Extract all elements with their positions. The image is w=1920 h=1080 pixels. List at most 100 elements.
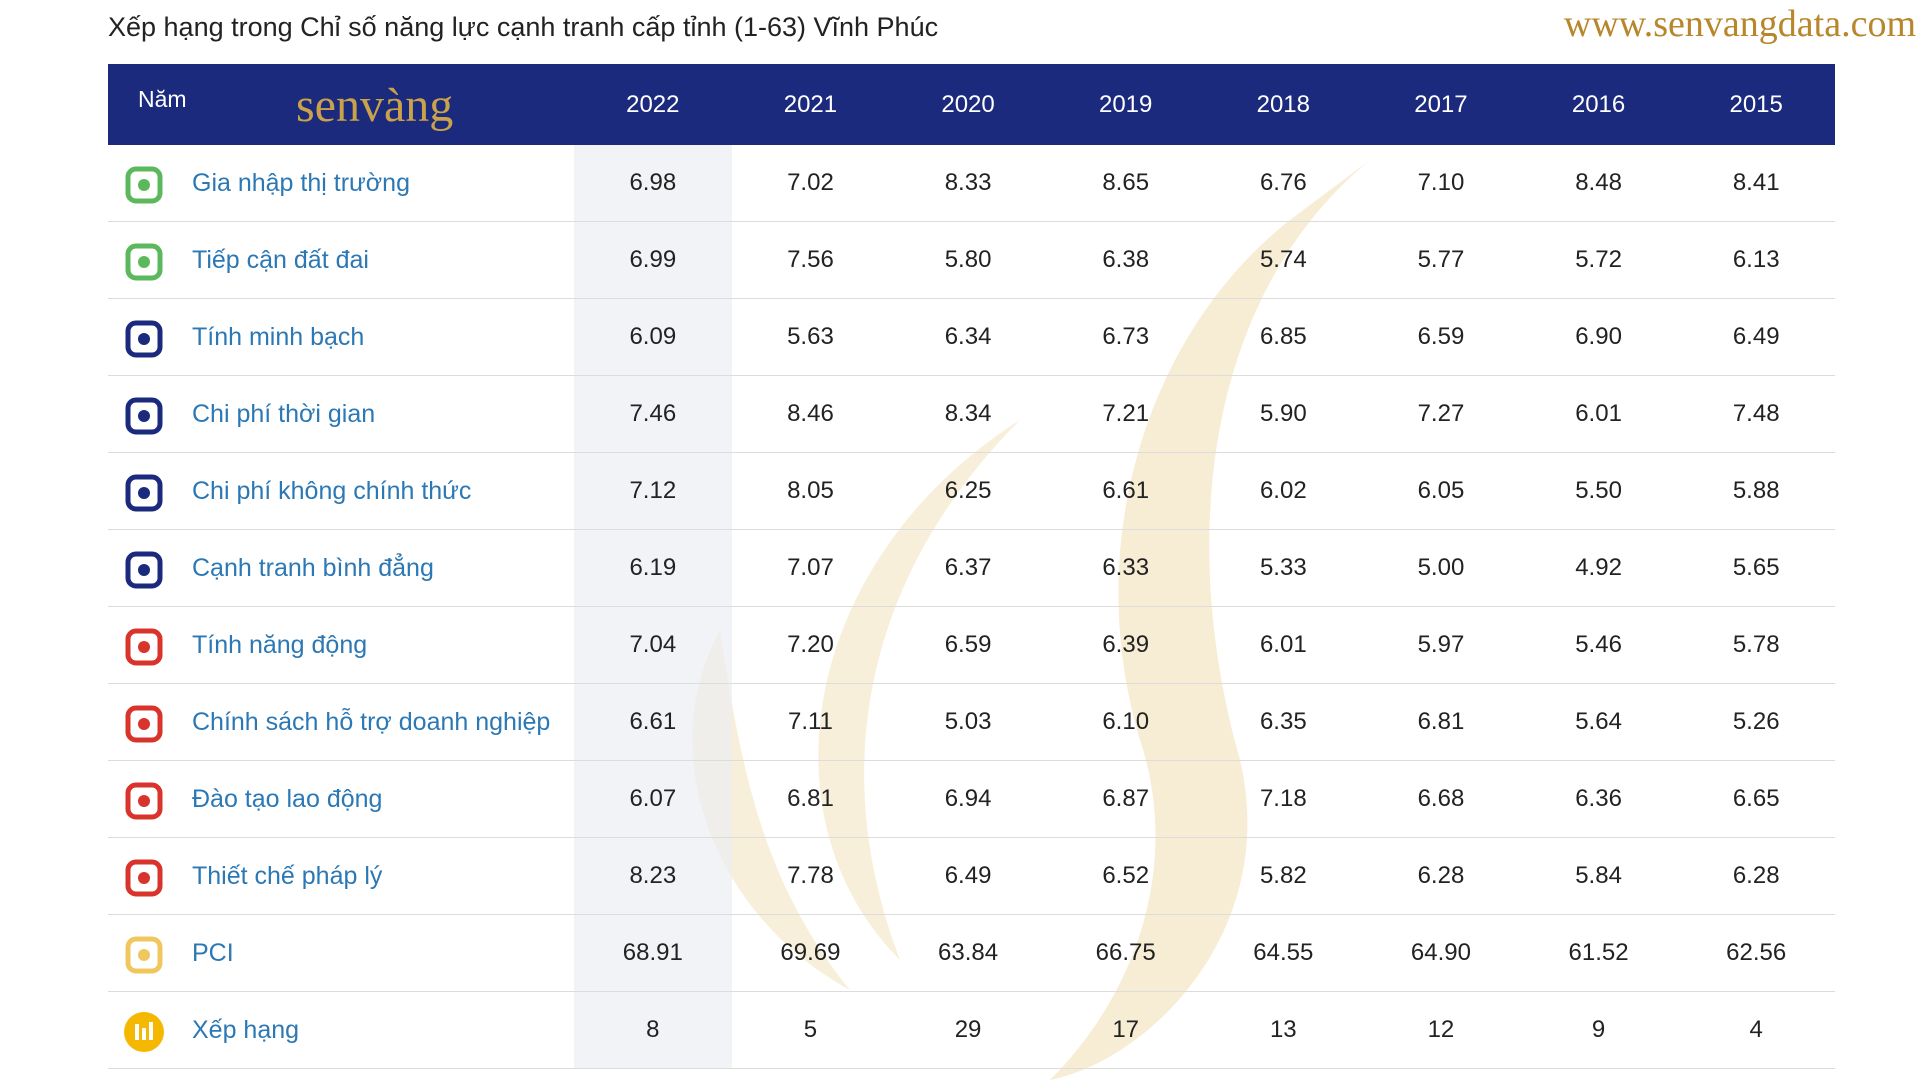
row-label-cell: Chi phí thời gian — [108, 376, 574, 452]
row-label: Tính năng động — [192, 630, 368, 659]
value-cell: 6.01 — [1575, 400, 1622, 427]
table-row: PCI 68.91 69.69 63.84 66.75 64.55 64.90 61.52 62… — [108, 915, 1835, 992]
value-cell: 66.75 — [1095, 939, 1156, 966]
value-cell: 4.92 — [1575, 554, 1622, 581]
value-cell: 5.26 — [1732, 708, 1780, 735]
value-cell: 6.19 — [574, 530, 732, 606]
table-row: Chi phí không chính thức 7.12 8.05 6.25 6.61… — [108, 453, 1835, 530]
row-label-cell: Tính minh bạch — [108, 299, 574, 375]
year-header: 2017 — [1414, 90, 1468, 118]
value-cell: 61.52 — [1568, 939, 1629, 966]
row-label: Chính sách hỗ trợ doanh nghiệp — [192, 707, 551, 736]
value-cell: 6.94 — [944, 785, 992, 812]
value-cell: 6.81 — [1417, 708, 1465, 735]
value-cell: 7.20 — [787, 631, 834, 658]
value-cell: 7.27 — [1417, 400, 1465, 427]
value-cell: 7.46 — [574, 376, 732, 452]
row-label-cell: Cạnh tranh bình đẳng — [108, 530, 574, 606]
title: Xếp hạng trong Chỉ số năng lực cạnh tran… — [108, 12, 939, 42]
value-cell: 6.73 — [1102, 323, 1150, 350]
year-header: 2018 — [1256, 90, 1310, 118]
value-cell: 6.59 — [944, 631, 992, 658]
row-label-cell: Thiết chế pháp lý — [108, 838, 574, 914]
value-cell: 64.90 — [1410, 939, 1471, 966]
row-icon — [125, 782, 163, 820]
row-icon — [125, 628, 163, 666]
year-header: 2016 — [1571, 90, 1626, 118]
value-cell: 5.00 — [1417, 554, 1465, 581]
value-cell: 17 — [1112, 1016, 1140, 1043]
value-cell: 4 — [1749, 1016, 1763, 1043]
value-cell: 5.72 — [1575, 246, 1622, 273]
row-label: Chi phí không chính thức — [192, 476, 472, 505]
value-cell: 6.81 — [787, 785, 834, 812]
value-cell: 7.21 — [1102, 400, 1150, 427]
value-cell: 7.78 — [787, 862, 834, 889]
value-cell: 6.01 — [1259, 631, 1307, 658]
row-label: Chi phí thời gian — [192, 399, 376, 428]
row-icon — [125, 705, 163, 743]
value-cell: 64.55 — [1253, 939, 1314, 966]
year-header: 2019 — [1098, 90, 1153, 118]
value-cell: 6.99 — [574, 222, 732, 298]
value-cell: 6.10 — [1102, 708, 1150, 735]
year-header: 2021 — [783, 90, 838, 118]
row-label: Thiết chế pháp lý — [192, 861, 383, 890]
row-icon — [125, 166, 163, 204]
value-cell: 6.09 — [574, 299, 732, 375]
table-row: Xếp hạng 8 5 29 17 13 12 9 4 — [108, 992, 1835, 1069]
value-cell: 6.36 — [1575, 785, 1622, 812]
value-cell: 6.34 — [944, 323, 992, 350]
value-cell: 7.10 — [1417, 169, 1465, 196]
value-cell: 6.85 — [1259, 323, 1307, 350]
value-cell: 6.39 — [1102, 631, 1150, 658]
year-header: 2015 — [1729, 90, 1783, 118]
value-cell: 8.65 — [1102, 169, 1150, 196]
row-icon — [124, 1012, 164, 1052]
table-row: Chính sách hỗ trợ doanh nghiệp 6.61 7.11 5.… — [108, 684, 1835, 761]
row-icon — [125, 936, 163, 974]
value-cell: 6.07 — [574, 761, 732, 837]
value-cell: 7.02 — [787, 169, 834, 196]
value-cell: 6.87 — [1102, 785, 1150, 812]
value-cell: 6.59 — [1417, 323, 1465, 350]
row-label: Tiếp cận đất đai — [192, 245, 369, 274]
value-cell: 6.33 — [1102, 554, 1150, 581]
value-cell: 9 — [1591, 1016, 1606, 1043]
value-cell: 5.80 — [944, 246, 992, 273]
value-cell: 5.90 — [1259, 400, 1307, 427]
value-cell: 6.61 — [1102, 477, 1150, 504]
value-cell: 13 — [1269, 1016, 1297, 1043]
value-cell: 6.38 — [1102, 246, 1150, 273]
value-cell: 6.65 — [1732, 785, 1780, 812]
value-cell: 5.77 — [1417, 246, 1465, 273]
value-cell: 5 — [803, 1016, 818, 1043]
row-label-cell: PCI — [108, 915, 574, 991]
value-cell: 8.48 — [1575, 169, 1622, 196]
value-cell: 7.56 — [787, 246, 834, 273]
value-cell: 6.28 — [1732, 862, 1780, 889]
table-row: Thiết chế pháp lý 8.23 7.78 6.49 6.52 5.82 6.2… — [108, 838, 1835, 915]
website[interactable]: www.senvangdata.com — [1563, 3, 1916, 45]
table-row: Gia nhập thị trường 6.98 7.02 8.33 8.65 6.76 7… — [108, 145, 1835, 222]
value-cell: 5.33 — [1259, 554, 1307, 581]
value-cell: 5.65 — [1732, 554, 1780, 581]
value-cell: 6.68 — [1417, 785, 1465, 812]
value-cell: 5.82 — [1259, 862, 1307, 889]
value-cell: 8.46 — [787, 400, 834, 427]
value-cell: 5.88 — [1732, 477, 1780, 504]
year-header: 2022 — [626, 90, 680, 118]
value-cell: 5.63 — [787, 323, 834, 350]
value-cell: 7.18 — [1259, 785, 1307, 812]
value-cell: 5.03 — [944, 708, 992, 735]
row-label: Đào tạo lao động — [192, 784, 383, 813]
table-row: Đào tạo lao động 6.07 6.81 6.94 6.87 7.18 6.68… — [108, 761, 1835, 838]
value-cell: 63.84 — [938, 939, 999, 966]
row-label: Xếp hạng — [192, 1015, 300, 1044]
table-row: Chi phí thời gian 7.46 8.46 8.34 7.21 5.90 7.2… — [108, 376, 1835, 453]
value-cell: 7.48 — [1732, 400, 1780, 427]
value-cell: 8.41 — [1732, 169, 1780, 196]
row-label: Gia nhập thị trường — [192, 168, 410, 197]
value-cell: 5.46 — [1575, 631, 1622, 658]
